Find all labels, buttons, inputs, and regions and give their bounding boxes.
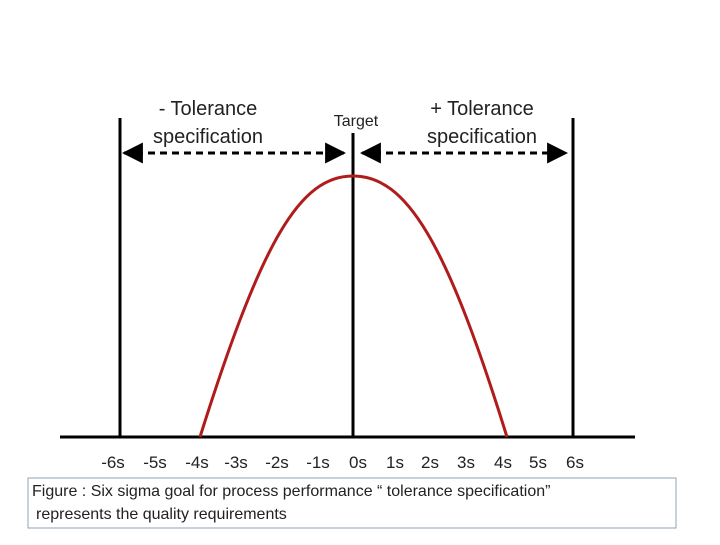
axis-label: -2s (265, 453, 289, 472)
plus-tolerance-label: specification (427, 126, 537, 148)
axis-label: 2s (421, 453, 439, 472)
distribution-curve (198, 174, 509, 438)
axis-label: -1s (306, 453, 330, 472)
axis-label: 5s (529, 453, 547, 472)
target-label: Target (334, 113, 379, 130)
axis-label: 4s (494, 453, 512, 472)
axis-labels: -6s -5s -4s -3s -2s -1s 0s 1s 2s 3s 4s 5s 6s (101, 453, 584, 472)
axis-label: -3s (224, 453, 248, 472)
caption-box (27, 477, 677, 529)
axis-label: 1s (386, 453, 404, 472)
axis-label: -6s (101, 453, 125, 472)
axis-label: 6s (566, 453, 584, 472)
axis-label: 0s (349, 453, 367, 472)
caption: Figure : Six sigma goal for process perf… (32, 483, 550, 500)
minus-tolerance-label: - Tolerance (159, 98, 258, 120)
plus-tolerance-label: + Tolerance (430, 98, 534, 120)
axis-label: -5s (143, 453, 167, 472)
caption: represents the quality requirements (36, 506, 287, 523)
axis-label: -4s (185, 453, 209, 472)
minus-tolerance-label: specification (153, 126, 263, 148)
axis-label: 3s (457, 453, 475, 472)
